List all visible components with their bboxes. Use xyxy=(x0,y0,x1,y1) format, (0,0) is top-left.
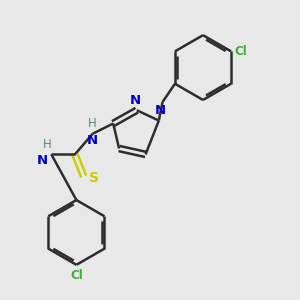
Text: Cl: Cl xyxy=(70,269,83,282)
Text: H: H xyxy=(88,117,97,130)
Text: Cl: Cl xyxy=(235,45,247,58)
Text: N: N xyxy=(37,154,48,167)
Text: N: N xyxy=(155,104,166,117)
Text: N: N xyxy=(87,134,98,147)
Text: S: S xyxy=(89,171,99,185)
Text: H: H xyxy=(43,138,51,151)
Text: N: N xyxy=(130,94,141,107)
